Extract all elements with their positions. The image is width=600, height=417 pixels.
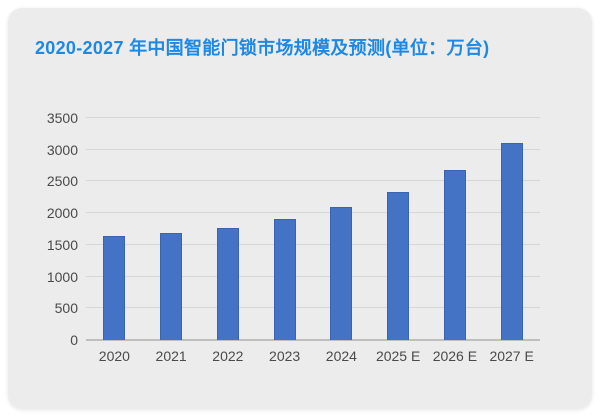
y-tick-label-2500: 2500 — [46, 173, 78, 190]
x-tick-label-2024: 2024 — [325, 348, 357, 364]
bar-chart: 0 500 1000 1500 2000 2500 3000 3500 — [26, 110, 540, 348]
x-tick-label-2020: 2020 — [98, 348, 130, 364]
gridline-1500 — [86, 243, 540, 245]
y-tick-label-500: 500 — [54, 300, 78, 317]
x-axis: 2020 2021 2022 2023 2024 2025 E 2026 E 2027 E — [86, 348, 540, 366]
bar-2020 — [103, 235, 126, 340]
gridline-2000 — [86, 212, 540, 214]
gridline-1000 — [86, 275, 540, 277]
bar-2024 — [330, 207, 353, 340]
x-tick-label-2023: 2023 — [269, 348, 301, 364]
x-tick-label-2022: 2022 — [212, 348, 244, 364]
gridline-3500 — [86, 117, 540, 118]
bar-2021 — [160, 232, 183, 340]
chart-card: 2020-2027 年中国智能门锁市场规模及预测(单位：万台) 0 500 1000… — [8, 8, 592, 409]
y-tick-label-2000: 2000 — [46, 205, 78, 222]
y-axis: 0 500 1000 1500 2000 2500 3000 3500 — [26, 110, 86, 348]
chart-title: 2020-2027 年中国智能门锁市场规模及预测(单位：万台) — [35, 38, 490, 58]
x-tick-label-2025-e: 2025 E — [375, 348, 421, 364]
gridline-500 — [86, 307, 540, 309]
bar-2027-e — [500, 143, 523, 340]
gridline-3000 — [86, 148, 540, 150]
bar-2023 — [273, 219, 296, 340]
x-tick-label-2021: 2021 — [155, 348, 187, 364]
x-tick-label-2027-e: 2027 E — [489, 348, 534, 364]
y-tick-label-0: 0 — [70, 332, 78, 348]
plot-area — [86, 117, 540, 341]
y-tick-label-1000: 1000 — [46, 268, 78, 285]
gridline-2500 — [86, 180, 540, 182]
bar-2022 — [216, 228, 239, 340]
y-tick-label-1500: 1500 — [46, 236, 78, 253]
y-tick-label-3500: 3500 — [46, 110, 78, 126]
y-tick-label-3000: 3000 — [46, 141, 78, 158]
bar-2026-e — [443, 170, 466, 340]
x-axis-line — [86, 339, 540, 341]
x-tick-label-2026-e: 2026 E — [432, 348, 478, 364]
bar-2025-e — [387, 191, 410, 340]
